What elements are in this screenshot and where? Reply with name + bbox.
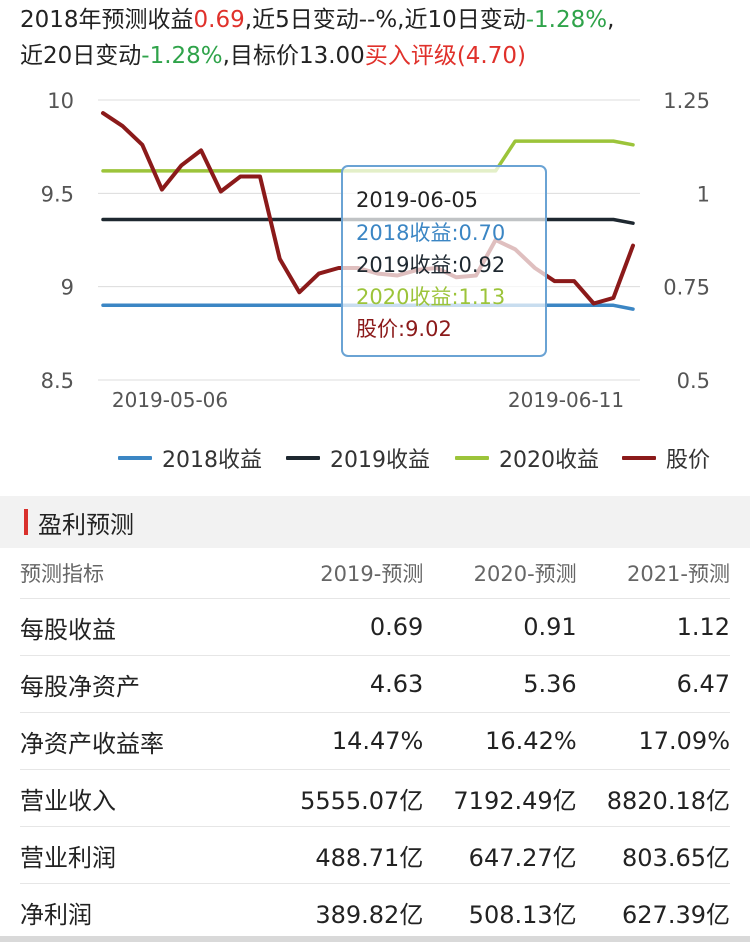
left-axis-tick-label: 9.5 [41,182,74,206]
cell-value: 7192.49亿 [423,769,577,827]
legend-swatch [622,456,656,460]
cell-value: 389.82亿 [270,883,424,941]
cell-value: 0.69 [270,598,424,656]
cell-value: 627.39亿 [576,883,730,941]
cell-value: 14.47% [270,712,424,770]
summary-line-1: 2018年预测收益0.69,近5日变动--%,近10日变动-1.28%, [20,2,740,38]
right-axis-tick-label: 0.75 [663,276,710,300]
summary-chg5-value: --% [358,7,398,33]
right-axis-tick-label: 1.25 [663,89,710,113]
cell-value: 8820.18亿 [576,769,730,827]
row-label: 净资产收益率 [20,712,270,770]
x-axis-tick-label: 2019-05-06 [112,388,228,412]
right-axis-tick-label: 1 [697,182,710,206]
summary-chg10-label: ,近10日变动 [397,7,526,33]
table-row: 净资产收益率 14.47% 16.42% 17.09% [20,712,730,770]
summary-chg10-value: -1.28% [525,7,608,33]
summary-chg5-label: ,近5日变动 [244,7,359,33]
legend-item[interactable]: 股价 [622,440,710,476]
summary-target-value: 13.00 [298,43,365,69]
forecast-summary: 2018年预测收益0.69,近5日变动--%,近10日变动-1.28%, 近20… [20,2,740,74]
x-axis-tick-label: 2019-06-11 [508,388,624,412]
col-header-2021: 2021-预测 [576,548,730,599]
table-row: 营业收入 5555.07亿 7192.49亿 8820.18亿 [20,769,730,827]
col-header-2020: 2020-预测 [423,548,577,599]
forecast-table: 预测指标 2019-预测 2020-预测 2021-预测 每股收益 0.69 0… [20,548,730,941]
table-row: 每股净资产 4.63 5.36 6.47 [20,655,730,713]
summary-rating: 买入评级(4.70) [364,43,526,69]
chart-tooltip: 2019-06-05 2018收益:0.70 2019收益:0.92 2020收益:1… [341,165,547,357]
row-label: 营业收入 [20,769,270,827]
legend-label: 股价 [666,448,711,473]
cell-value: 6.47 [576,655,730,713]
tooltip-date: 2019-06-05 [356,188,478,212]
right-axis-tick-label: 0.5 [677,369,710,393]
tooltip-box: 2019-06-05 2018收益:0.70 2019收益:0.92 2020收益:1… [341,165,547,357]
table-row: 净利润 389.82亿 508.13亿 627.39亿 [20,883,730,941]
col-header-indicator: 预测指标 [20,548,270,599]
tooltip-row: 股价:9.02 [356,317,452,341]
summary-target-label: ,目标价 [222,43,299,69]
left-axis-tick-label: 8.5 [41,369,74,393]
section-header: 盈利预测 [24,500,134,544]
legend-swatch [118,456,152,460]
summary-chg20-label: 近20日变动 [20,43,142,69]
legend-swatch [455,456,489,460]
cell-value: 5.36 [423,655,577,713]
section-title: 盈利预测 [38,510,134,539]
cell-value: 17.09% [576,712,730,770]
legend-item[interactable]: 2020收益 [455,440,599,476]
tooltip-row: 2018收益:0.70 [356,221,505,245]
bottom-divider [0,936,750,942]
tooltip-row: 2020收益:1.13 [356,285,505,309]
summary-chg20-value: -1.28% [141,43,223,69]
legend-item[interactable]: 2018收益 [118,440,262,476]
row-label: 每股收益 [20,598,270,656]
cell-value: 488.71亿 [270,826,424,884]
tooltip-row: 2019收益:0.92 [356,253,505,277]
cell-value: 803.65亿 [576,826,730,884]
cell-value: 508.13亿 [423,883,577,941]
chart-axes: 10 1.25 9.5 1 9 0.75 8.5 0.5 2019-05-06 2019-06-1… [41,89,710,412]
col-header-2019: 2019-预测 [270,548,424,599]
table-row: 营业利润 488.71亿 647.27亿 803.65亿 [20,826,730,884]
section-accent-bar [24,509,28,535]
legend-swatch [286,456,320,460]
legend-label: 2020收益 [499,448,599,473]
section-band [0,496,750,548]
legend-label: 2018收益 [162,448,262,473]
row-label: 每股净资产 [20,655,270,713]
summary-line1-end: , [607,7,615,33]
summary-eps-label: 2018年预测收益 [20,7,194,33]
legend-item[interactable]: 2019收益 [286,440,430,476]
left-axis-tick-label: 10 [47,89,74,113]
table-row: 每股收益 0.69 0.91 1.12 [20,598,730,656]
row-label: 营业利润 [20,826,270,884]
cell-value: 0.91 [423,598,577,656]
cell-value: 5555.07亿 [270,769,424,827]
summary-line-2: 近20日变动-1.28%,目标价13.00买入评级(4.70) [20,38,740,74]
forecast-chart[interactable]: 10 1.25 9.5 1 9 0.75 8.5 0.5 2019-05-06 2019-06-1… [0,0,750,430]
chart-legend: 2018收益 2019收益 2020收益 股价 [0,440,750,476]
cell-value: 647.27亿 [423,826,577,884]
table-header-row: 预测指标 2019-预测 2020-预测 2021-预测 [20,548,730,599]
cell-value: 4.63 [270,655,424,713]
left-axis-tick-label: 9 [61,276,74,300]
cell-value: 1.12 [576,598,730,656]
row-label: 净利润 [20,883,270,941]
legend-label: 2019收益 [330,448,430,473]
summary-eps-value: 0.69 [193,7,245,33]
tooltip-background [341,165,547,357]
cell-value: 16.42% [423,712,577,770]
